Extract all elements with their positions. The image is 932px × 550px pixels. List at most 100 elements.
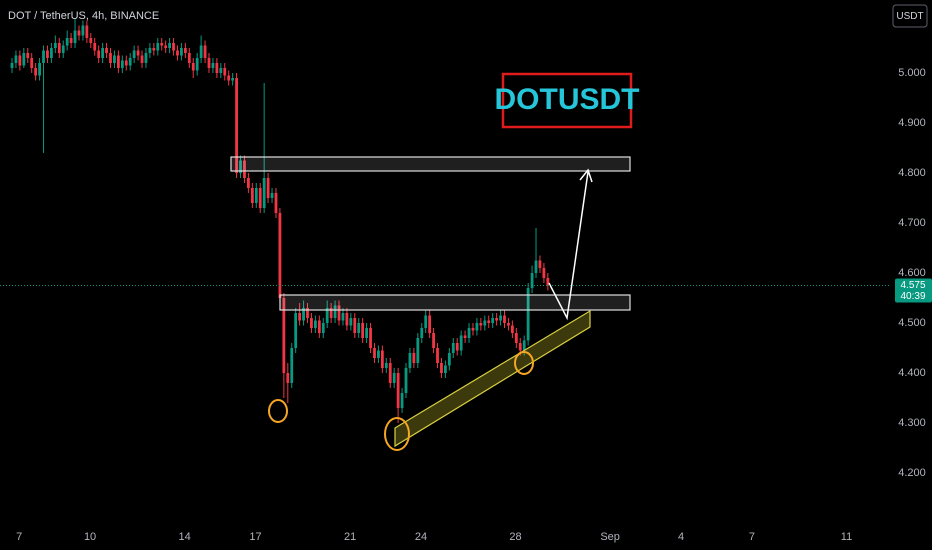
candle-body: [183, 48, 187, 53]
candle-body: [507, 323, 510, 326]
arrow-head: [579, 168, 593, 183]
candle-body: [101, 48, 105, 58]
x-tick-label: 4: [678, 531, 684, 543]
candle-body: [187, 53, 191, 63]
candle-body: [274, 193, 278, 213]
candle-body: [408, 353, 412, 368]
projection-arrow: [548, 171, 589, 321]
candle-body: [14, 55, 18, 63]
candle-body: [357, 323, 361, 333]
low-circle: [514, 351, 534, 375]
candle-body: [396, 373, 400, 408]
candle-body: [203, 45, 207, 58]
candle-body: [250, 188, 254, 203]
candle-body: [392, 373, 396, 383]
candle-body: [176, 50, 179, 56]
resistance-zone: [230, 156, 631, 172]
candle-body: [440, 363, 443, 373]
candle-body: [294, 313, 298, 348]
x-tick-label: 28: [509, 531, 521, 543]
candle-body: [235, 78, 238, 173]
candle-body: [388, 363, 392, 383]
candle-body: [266, 178, 270, 198]
candle-body: [254, 188, 258, 203]
y-tick-label: 4.600: [898, 267, 926, 279]
candle-body: [534, 260, 538, 273]
candle-body: [487, 320, 491, 323]
candle-body: [77, 30, 81, 36]
candle-body: [503, 315, 506, 323]
candle-body: [451, 343, 455, 353]
candle-body: [436, 348, 439, 363]
y-tick-label: 4.900: [898, 117, 926, 129]
candle-body: [50, 48, 53, 58]
candle-body: [404, 368, 408, 393]
candle-body: [313, 320, 317, 328]
candle-body: [160, 43, 164, 46]
candle-body: [542, 268, 546, 278]
candle-body: [298, 313, 302, 321]
candle-body: [467, 328, 471, 338]
candle-body: [172, 43, 175, 51]
currency-label[interactable]: USDT: [896, 11, 923, 22]
candle-body: [247, 178, 250, 188]
support-zone: [279, 294, 631, 311]
candle-body: [353, 318, 357, 333]
candle-body: [325, 308, 329, 323]
x-tick-label: Sep: [600, 531, 620, 543]
candle-body: [455, 343, 459, 351]
candle-body: [377, 350, 380, 358]
y-tick-label: 4.400: [898, 367, 926, 379]
candle-body: [278, 213, 282, 298]
low-circle: [384, 417, 410, 451]
candle-body: [491, 318, 495, 323]
candle-body: [483, 320, 487, 326]
candle-body: [471, 328, 475, 331]
candle-body: [109, 53, 112, 63]
candle-body: [61, 45, 65, 53]
y-tick-label: 4.200: [898, 467, 926, 479]
candle-body: [207, 58, 211, 68]
annotation-box: [501, 72, 633, 129]
candle-body: [81, 25, 85, 36]
candle-body: [444, 365, 447, 373]
candle-body: [148, 48, 152, 53]
candle-body: [215, 63, 219, 73]
candle-body: [514, 333, 518, 343]
candle-body: [57, 43, 61, 53]
candle-body: [65, 38, 69, 46]
candle-body: [132, 50, 136, 58]
candle-body: [30, 58, 34, 68]
candle-body: [93, 43, 97, 51]
candle-body: [495, 318, 499, 321]
candle-body: [526, 288, 530, 341]
low-circle: [268, 399, 288, 423]
candle-body: [124, 60, 128, 66]
candle-body: [546, 278, 550, 286]
candle-body: [380, 350, 384, 368]
candle-body: [369, 328, 372, 348]
candle-body: [223, 68, 227, 76]
candle-body: [384, 363, 388, 368]
candle-body: [475, 323, 479, 331]
currency-button[interactable]: [892, 4, 928, 28]
candle-body: [168, 43, 171, 48]
x-tick-label: 21: [344, 531, 356, 543]
candle-body: [164, 45, 168, 48]
candle-body: [53, 43, 57, 48]
candle-body: [97, 50, 101, 58]
candle-body: [361, 323, 365, 338]
candle-body: [530, 273, 534, 288]
candle-body: [282, 298, 286, 373]
candle-body: [447, 353, 451, 366]
candle-body: [116, 55, 120, 68]
candle-body: [89, 38, 93, 43]
trend-channel: [394, 309, 591, 448]
candle-body: [420, 328, 424, 338]
candle-body: [290, 348, 294, 383]
candle-body: [34, 68, 38, 76]
candle-body: [152, 48, 156, 51]
candle-body: [432, 333, 435, 348]
y-tick-label: 4.300: [898, 417, 926, 429]
